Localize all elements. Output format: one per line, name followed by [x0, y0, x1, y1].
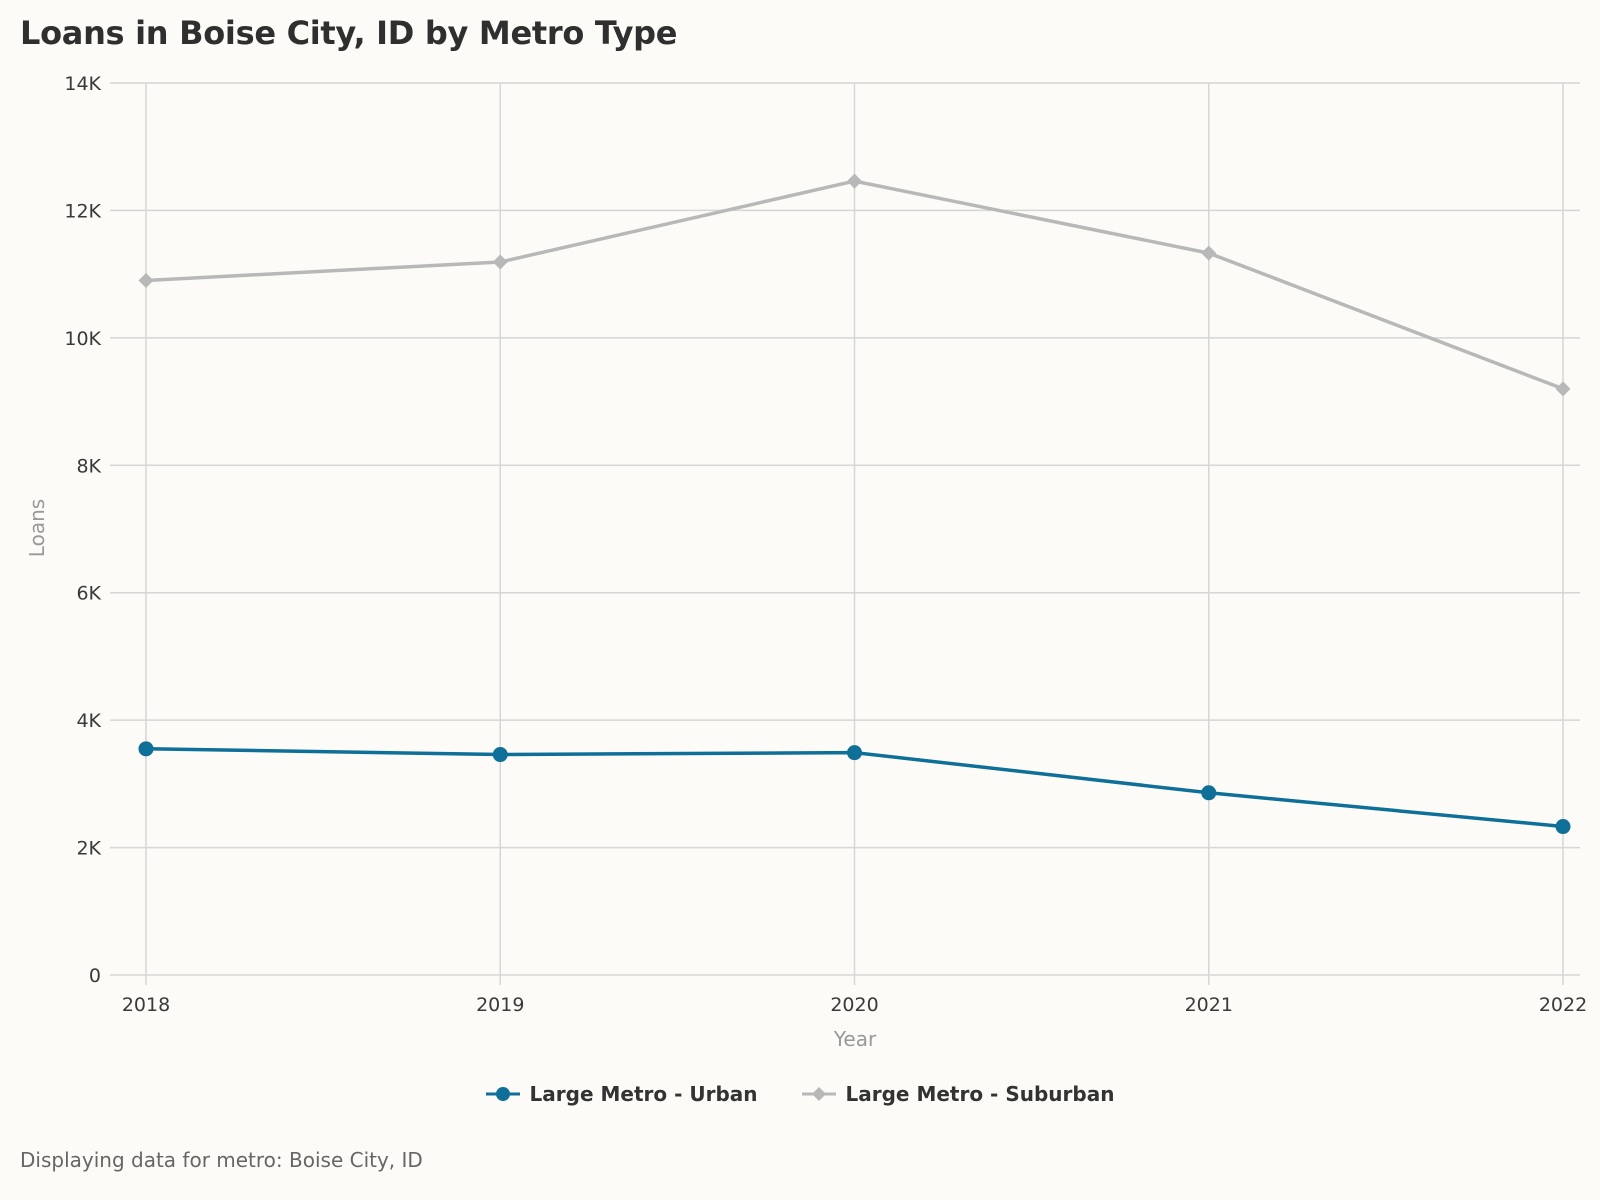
- x-axis-title: Year: [833, 1027, 877, 1051]
- x-tick-label: 2019: [476, 994, 524, 1016]
- y-tick-label: 12K: [64, 200, 101, 222]
- x-tick-label: 2022: [1539, 994, 1587, 1016]
- grid-lines: [110, 82, 1580, 985]
- y-tick-label: 4K: [76, 710, 101, 732]
- y-tick-labels: 0 2K 4K 6K 8K 10K 12K 14K: [64, 73, 101, 987]
- y-tick-label: 6K: [76, 583, 101, 605]
- legend-label-urban: Large Metro - Urban: [529, 1082, 758, 1106]
- footer-note: Displaying data for metro: Boise City, I…: [20, 1148, 423, 1172]
- data-point-urban[interactable]: [1201, 785, 1217, 801]
- data-point-urban[interactable]: [1555, 819, 1571, 835]
- data-point-suburban[interactable]: [492, 254, 508, 270]
- data-point-urban[interactable]: [492, 747, 508, 763]
- diamond-marker-icon: [801, 1087, 836, 1101]
- data-point-suburban[interactable]: [1201, 245, 1217, 261]
- circle-marker-icon: [485, 1087, 520, 1101]
- series-urban: [138, 741, 1571, 835]
- legend-item-suburban[interactable]: Large Metro - Suburban: [801, 1082, 1115, 1106]
- y-tick-label: 0: [89, 965, 101, 987]
- legend-item-urban[interactable]: Large Metro - Urban: [485, 1082, 758, 1106]
- y-tick-label: 2K: [76, 838, 101, 860]
- data-point-suburban[interactable]: [138, 273, 154, 289]
- data-point-urban[interactable]: [847, 745, 862, 761]
- chart-title: Loans in Boise City, ID by Metro Type: [20, 14, 678, 52]
- x-tick-label: 2021: [1185, 994, 1233, 1016]
- legend-label-suburban: Large Metro - Suburban: [845, 1082, 1115, 1106]
- data-point-suburban[interactable]: [1555, 381, 1571, 397]
- series-layer: [138, 173, 1571, 835]
- y-tick-label: 10K: [64, 328, 101, 350]
- x-tick-labels: 2018 2019 2020 2021 2022: [122, 994, 1587, 1016]
- y-axis-title: Loans: [25, 499, 49, 557]
- x-tick-label: 2018: [122, 994, 170, 1016]
- series-suburban: [138, 173, 1571, 397]
- y-tick-label: 8K: [76, 455, 101, 477]
- data-point-urban[interactable]: [138, 741, 154, 757]
- x-tick-label: 2020: [830, 994, 878, 1016]
- y-tick-label: 14K: [64, 73, 101, 95]
- data-point-suburban[interactable]: [847, 173, 862, 189]
- legend: Large Metro - Urban Large Metro - Suburb…: [0, 1082, 1600, 1106]
